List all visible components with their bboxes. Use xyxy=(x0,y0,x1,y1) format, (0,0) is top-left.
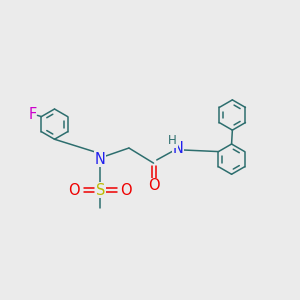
Text: F: F xyxy=(28,107,37,122)
Text: S: S xyxy=(96,183,105,198)
Text: N: N xyxy=(173,140,184,155)
Text: H: H xyxy=(168,134,177,147)
Text: O: O xyxy=(69,183,80,198)
Text: O: O xyxy=(148,178,159,193)
Text: N: N xyxy=(95,152,106,167)
Text: O: O xyxy=(120,183,132,198)
